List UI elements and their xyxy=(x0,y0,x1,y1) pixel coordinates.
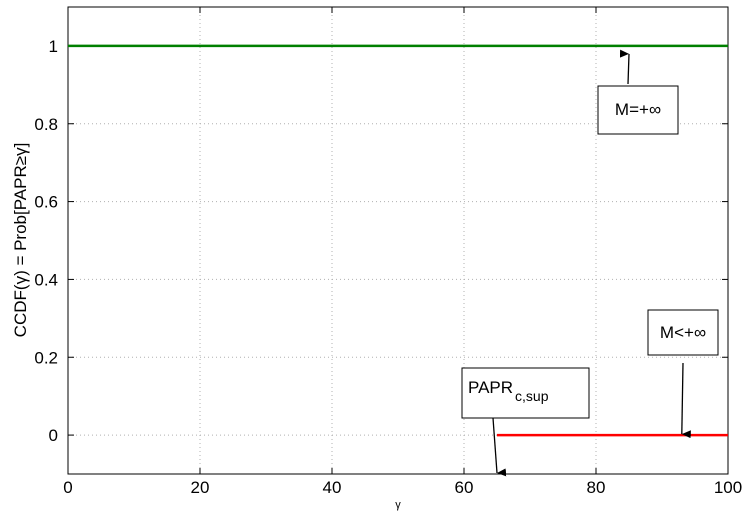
y-tick-label: 0.6 xyxy=(34,193,58,212)
annotation-text: M<+∞ xyxy=(660,323,706,342)
x-tick-label: 40 xyxy=(323,478,342,497)
x-tick-label: 80 xyxy=(587,478,606,497)
annotation-text: M=+∞ xyxy=(615,100,661,119)
x-tick-label: 20 xyxy=(191,478,210,497)
y-tick-label: 0.4 xyxy=(34,270,58,289)
x-tick-label: 0 xyxy=(63,478,72,497)
plot-area xyxy=(68,7,728,474)
x-tick-label: 100 xyxy=(714,478,742,497)
annotation-box xyxy=(597,85,679,135)
x-tick-label: 60 xyxy=(455,478,474,497)
y-tick-label: 0 xyxy=(49,426,58,445)
axis-ticks: 0 20 40 60 80 100 0 0.2 0.4 0.6 0.8 1 xyxy=(34,7,742,497)
annotation-3: PAPR c,sup xyxy=(461,367,590,477)
y-tick-label: 1 xyxy=(49,37,58,56)
x-axis-label: γ xyxy=(395,499,401,511)
annotations: M=+∞ M<+∞ PAPR c,sup xyxy=(461,49,719,477)
y-tick-label: 0.8 xyxy=(34,115,58,134)
annotation-text: PAPR c,sup xyxy=(468,378,549,404)
annotation-arrow xyxy=(681,362,691,439)
y-axis-label: CCDF(γ) = Prob[PAPR≥γ] xyxy=(11,143,30,338)
annotation-1: M=+∞ xyxy=(597,49,679,135)
plot-frame xyxy=(67,6,729,475)
annotation-box xyxy=(461,367,590,419)
y-tick-label: 0.2 xyxy=(34,348,58,367)
annotation-arrow xyxy=(492,417,507,477)
annotation-2: M<+∞ xyxy=(647,309,719,439)
annotation-box xyxy=(647,309,719,356)
annotation-arrow xyxy=(619,49,630,85)
